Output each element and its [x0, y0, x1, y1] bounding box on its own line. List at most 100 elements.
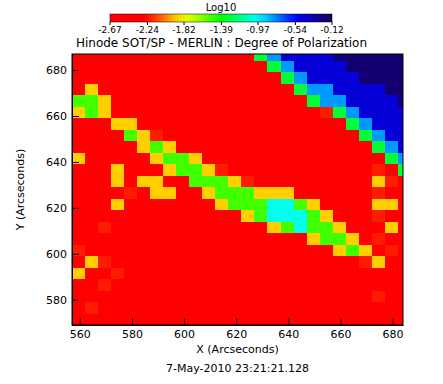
heatmap-cell: [267, 222, 281, 234]
heatmap-cell: [294, 118, 308, 130]
heatmap-cell: [372, 256, 386, 268]
heatmap-cell: [346, 107, 360, 119]
heatmap-cell: [254, 268, 268, 280]
heatmap-cell: [189, 72, 203, 84]
heatmap-cell: [307, 233, 321, 245]
heatmap-cell: [228, 107, 242, 119]
heatmap-cell: [346, 314, 360, 325]
colorbar-tick-label: -0.12: [320, 25, 343, 35]
heatmap-cell: [346, 210, 360, 222]
heatmap-cell: [372, 164, 386, 176]
heatmap-cell: [320, 84, 334, 96]
heatmap-cell: [359, 222, 373, 234]
heatmap-cell: [72, 279, 86, 291]
heatmap-cell: [215, 130, 229, 142]
heatmap-cell: [163, 256, 177, 268]
heatmap-cell: [281, 245, 295, 257]
heatmap-cell: [137, 210, 151, 222]
colorbar: [110, 14, 332, 22]
y-tick: 600: [46, 248, 79, 261]
heatmap-cell: [176, 210, 190, 222]
heatmap-cell: [241, 245, 255, 257]
heatmap-cell: [124, 153, 138, 165]
heatmap-cell: [320, 61, 334, 73]
heatmap-cell: [98, 222, 112, 234]
heatmap-cell: [294, 130, 308, 142]
heatmap-cell: [202, 176, 216, 188]
heatmap-cell: [98, 187, 112, 199]
heatmap-cell: [215, 107, 229, 119]
heatmap-cell: [150, 187, 164, 199]
heatmap-cell: [72, 268, 86, 280]
heatmap-cells: [72, 54, 403, 325]
heatmap-cell: [163, 279, 177, 291]
heatmap-cell: [150, 302, 164, 314]
heatmap-cell: [215, 291, 229, 303]
heatmap-cell: [176, 164, 190, 176]
heatmap-cell: [254, 256, 268, 268]
heatmap-cell: [228, 222, 242, 234]
heatmap-cell: [111, 176, 125, 188]
heatmap-cell: [254, 279, 268, 291]
heatmap-cell: [346, 54, 360, 61]
heatmap-cell: [176, 302, 190, 314]
heatmap-cell: [333, 61, 347, 73]
heatmap-cell: [346, 153, 360, 165]
heatmap-cell: [398, 72, 403, 84]
heatmap-cell: [281, 84, 295, 96]
colorbar-tick-label: -0.54: [284, 25, 308, 35]
x-axis-title: X (Arcseconds): [196, 343, 278, 356]
heatmap-cell: [254, 187, 268, 199]
heatmap-cell: [85, 141, 99, 153]
heatmap-cell: [320, 291, 334, 303]
heatmap-cell: [294, 153, 308, 165]
heatmap-cell: [137, 176, 151, 188]
heatmap-cell: [111, 210, 125, 222]
y-tick: 640: [46, 156, 79, 169]
heatmap-cell: [267, 54, 281, 61]
heatmap-cell: [241, 61, 255, 73]
heatmap-cell: [98, 291, 112, 303]
heatmap-cell: [333, 233, 347, 245]
heatmap-cell: [150, 61, 164, 73]
heatmap-cell: [150, 279, 164, 291]
heatmap-cell: [372, 176, 386, 188]
heatmap-cell: [294, 95, 308, 107]
heatmap-cell: [176, 153, 190, 165]
heatmap-cell: [267, 164, 281, 176]
heatmap-cell: [372, 302, 386, 314]
x-tick: 620: [226, 318, 247, 341]
heatmap-cell: [189, 118, 203, 130]
heatmap-cell: [359, 199, 373, 211]
heatmap-cell: [333, 141, 347, 153]
heatmap-cell: [398, 291, 403, 303]
x-tick-mark: [340, 318, 341, 325]
heatmap-cell: [189, 61, 203, 73]
heatmap-cell: [111, 291, 125, 303]
heatmap-cell: [294, 84, 308, 96]
heatmap-cell: [294, 233, 308, 245]
x-tick-mark: [236, 318, 237, 325]
heatmap-cell: [150, 54, 164, 61]
heatmap-cell: [72, 95, 86, 107]
heatmap-cell: [124, 291, 138, 303]
heatmap-cell: [202, 72, 216, 84]
heatmap-cell: [189, 153, 203, 165]
heatmap-cell: [281, 176, 295, 188]
heatmap-cell: [333, 256, 347, 268]
heatmap-cell: [333, 153, 347, 165]
heatmap-cell: [333, 279, 347, 291]
heatmap-cell: [333, 210, 347, 222]
heatmap-cell: [241, 164, 255, 176]
heatmap-cell: [241, 176, 255, 188]
heatmap-cell: [320, 245, 334, 257]
heatmap-cell: [137, 268, 151, 280]
heatmap-cell: [372, 72, 386, 84]
heatmap-cell: [254, 153, 268, 165]
heatmap-cell: [215, 302, 229, 314]
y-tick-label: 580: [46, 294, 67, 307]
x-tick-label: 600: [174, 328, 195, 341]
heatmap-cell: [202, 61, 216, 73]
heatmap-cell: [124, 61, 138, 73]
heatmap-cell: [359, 72, 373, 84]
